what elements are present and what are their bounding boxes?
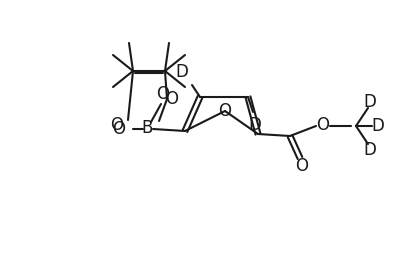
Text: O: O: [316, 116, 329, 134]
Text: O: O: [112, 120, 125, 138]
Text: B: B: [141, 119, 153, 137]
Text: O: O: [219, 102, 232, 120]
Text: D: D: [364, 93, 377, 111]
Text: D: D: [364, 141, 377, 159]
Text: O: O: [156, 85, 170, 103]
Text: D: D: [249, 116, 261, 134]
Text: O: O: [110, 116, 123, 134]
Text: O: O: [166, 90, 178, 108]
Text: D: D: [372, 117, 385, 135]
Text: O: O: [296, 157, 308, 175]
Text: D: D: [176, 63, 189, 81]
